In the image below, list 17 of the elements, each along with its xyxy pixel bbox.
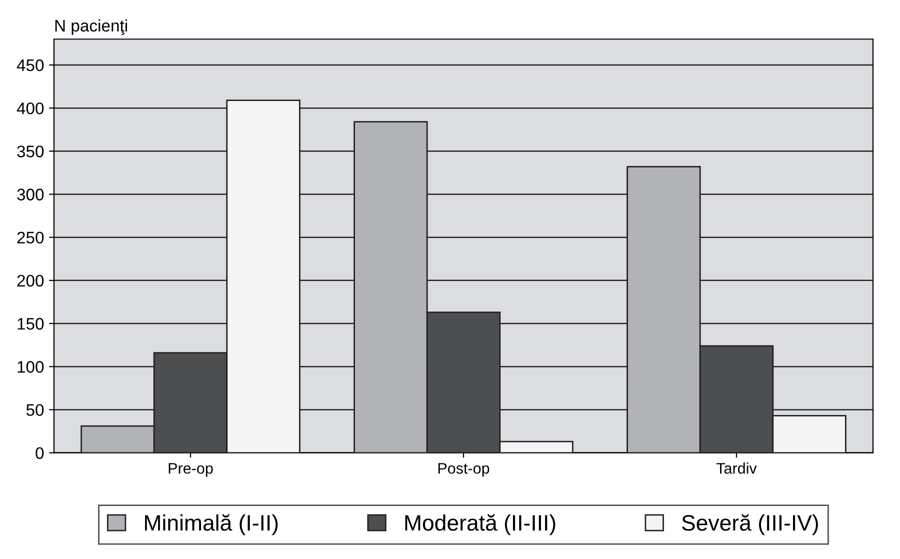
y-tick-label: 150 (18, 318, 44, 330)
legend-label: Moderată (II-III) (405, 514, 556, 536)
y-axis-title: N pacienţi (55, 19, 127, 35)
x-tick-label: Post-op (438, 463, 490, 477)
x-tick-label: Pre-op (168, 463, 213, 477)
legend-label: Severă (III-IV) (682, 514, 818, 536)
y-tick-label: 100 (18, 361, 44, 373)
y-tick-label: 350 (17, 146, 44, 158)
legend-label: Minimală (I-II) (145, 514, 278, 536)
y-tick-label: 0 (36, 447, 44, 459)
y-tick-label: 50 (26, 404, 44, 416)
y-tick-label: 300 (17, 188, 44, 200)
y-tick-label: 450 (16, 59, 44, 72)
x-tick-label: Tardiv (716, 462, 757, 474)
y-tick-label: 400 (16, 102, 44, 114)
y-tick-label: 200 (17, 274, 44, 287)
y-tick-label: 250 (17, 232, 44, 244)
